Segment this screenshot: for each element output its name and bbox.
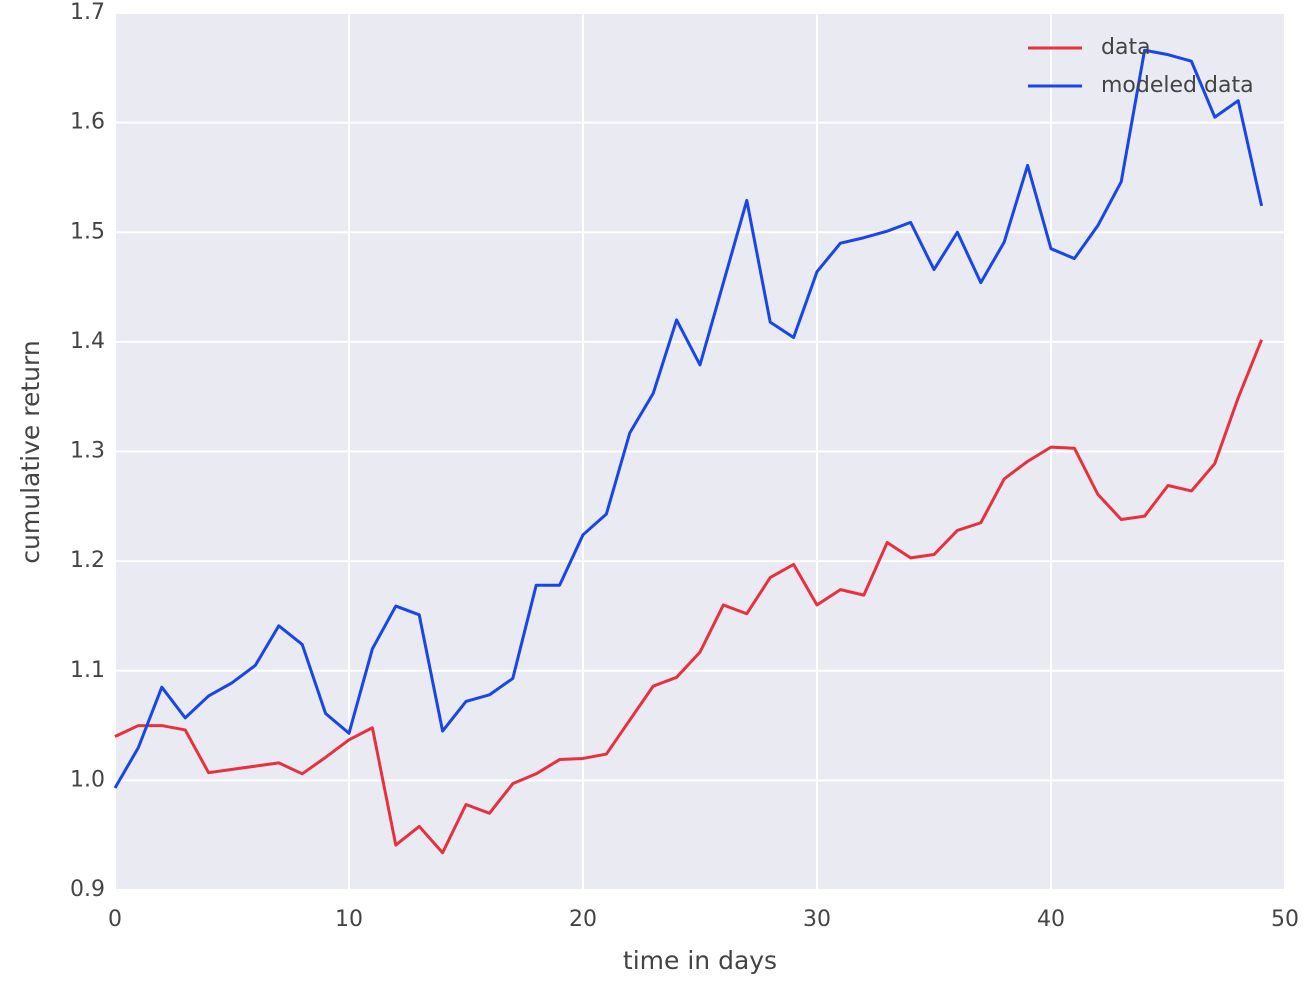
y-tick-label: 1.3 — [70, 439, 105, 464]
y-tick-label: 1.1 — [70, 658, 105, 683]
x-tick-label: 0 — [108, 907, 122, 932]
legend-label: data — [1101, 35, 1151, 60]
y-axis-label: cumulative return — [16, 340, 45, 563]
y-tick-label: 1.0 — [70, 767, 105, 792]
y-tick-label: 1.4 — [70, 329, 105, 354]
y-tick-label: 1.7 — [70, 0, 105, 25]
y-tick-label: 1.5 — [70, 219, 105, 244]
y-tick-label: 1.2 — [70, 548, 105, 573]
x-axis-label: time in days — [623, 946, 777, 975]
line-series — [113, 48, 1264, 789]
x-tick-label: 50 — [1271, 907, 1299, 932]
line-series — [114, 339, 1263, 855]
y-tick-label: 0.9 — [70, 877, 105, 902]
legend-label: modeled data — [1101, 73, 1254, 98]
x-tick-label: 30 — [803, 907, 831, 932]
x-tick-label: 20 — [569, 907, 597, 932]
x-tick-label: 40 — [1037, 907, 1065, 932]
y-tick-label: 1.6 — [70, 110, 105, 135]
x-tick-label: 10 — [335, 907, 363, 932]
